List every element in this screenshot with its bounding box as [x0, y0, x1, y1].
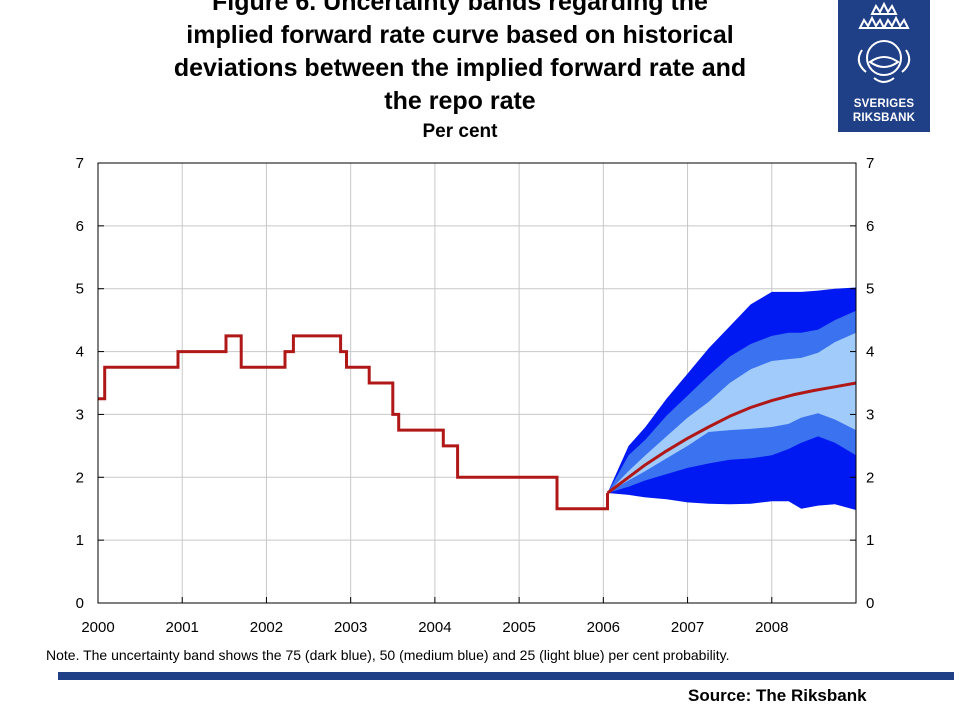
y-tick-label-left: 7 — [76, 155, 84, 172]
y-tick-label-left: 5 — [76, 281, 84, 298]
y-tick-label-left: 3 — [76, 406, 84, 423]
y-tick-label-right: 5 — [866, 281, 874, 298]
title-line-3: deviations between the implied forward r… — [173, 54, 747, 82]
y-tick-label-left: 1 — [76, 532, 84, 549]
x-tick-label: 2000 — [81, 619, 114, 636]
y-tick-label-right: 7 — [866, 155, 874, 172]
riksbank-logo: SVERIGES RIKSBANK — [838, 0, 930, 132]
x-tick-label: 2008 — [755, 619, 788, 636]
y-tick-label-left: 6 — [76, 218, 84, 235]
x-tick-label: 2003 — [334, 619, 367, 636]
data-lines — [97, 334, 857, 511]
band-25 — [607, 332, 856, 493]
x-tick-label: 2006 — [587, 619, 620, 636]
x-tick-label: 2002 — [250, 619, 283, 636]
x-tick-label: 2005 — [502, 619, 535, 636]
uncertainty-bands — [607, 287, 856, 510]
repo-rate-line — [97, 334, 609, 511]
y-tick-label-right: 2 — [866, 469, 874, 486]
logo-text-sveriges: SVERIGES — [853, 98, 915, 110]
y-tick-label-left: 0 — [76, 595, 84, 612]
y-tick-label-right: 3 — [866, 406, 874, 423]
logo-text-riksbank: RIKSBANK — [852, 112, 916, 124]
y-tick-label-right: 4 — [866, 344, 874, 361]
title-line-1: Figure 6. Uncertainty bands regarding th… — [212, 0, 708, 16]
x-axis-labels: 2000 2001 2002 2003 2004 2005 2006 2007 2008 — [81, 619, 788, 636]
chart-subtitle: Per cent — [422, 121, 498, 142]
source-label: Source: The Riksbank — [688, 686, 867, 705]
y-tick-label-left: 4 — [76, 344, 84, 361]
chart-note: Note. The uncertainty band shows the 75 … — [46, 647, 730, 663]
footer-rule — [58, 672, 954, 680]
y-tick-label-right: 0 — [866, 595, 874, 612]
crown-emblem-icon — [857, 1, 911, 83]
plot-frame — [97, 162, 857, 604]
y-tick-label-right: 1 — [866, 532, 874, 549]
title-line-4: the repo rate — [384, 87, 536, 115]
y-tick-label-right: 6 — [866, 218, 874, 235]
y-axis-right-labels: 0 1 2 3 4 5 6 7 — [866, 155, 874, 612]
y-axis-left-labels: 0 1 2 3 4 5 6 7 — [76, 155, 84, 612]
x-tick-label: 2004 — [418, 619, 451, 636]
forward-rate-line — [606, 381, 857, 495]
x-tick-label: 2001 — [166, 619, 199, 636]
y-tick-label-left: 2 — [76, 469, 84, 486]
title-line-2: implied forward rate curve based on hist… — [186, 21, 734, 49]
axis-ticks — [97, 162, 856, 604]
chart-title: Figure 6. Uncertainty bands regarding th… — [40, 0, 880, 144]
x-tick-label: 2007 — [671, 619, 704, 636]
